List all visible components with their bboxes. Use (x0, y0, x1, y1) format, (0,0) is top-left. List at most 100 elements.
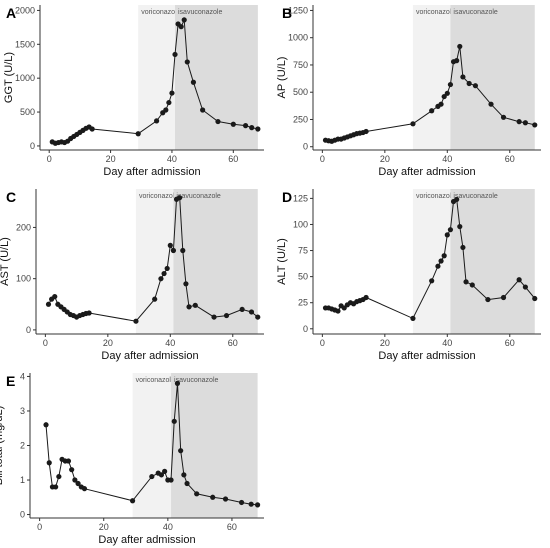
panel-letter: B (282, 5, 292, 21)
data-point (463, 279, 469, 285)
x-tick-label: 40 (167, 154, 177, 164)
data-point (190, 79, 197, 85)
data-point (460, 74, 466, 80)
y-tick-label: 50 (298, 272, 308, 282)
data-point (183, 281, 189, 287)
x-tick-label: 40 (163, 522, 173, 532)
data-point (168, 477, 174, 483)
y-tick-label: 500 (20, 107, 35, 117)
y-tick-label: 500 (293, 87, 308, 97)
data-point (174, 380, 181, 386)
isavuconazole-band (173, 189, 258, 334)
y-tick-label: 1500 (15, 39, 35, 49)
x-tick-label: 40 (442, 338, 452, 348)
data-point (170, 247, 177, 254)
isavuconazole-band-label: isavuconazole (176, 193, 220, 200)
data-point (500, 114, 507, 120)
data-point (242, 123, 249, 129)
data-point (200, 107, 206, 113)
x-tick-label: 0 (43, 338, 48, 348)
data-point (469, 282, 475, 288)
y-tick-label: 2 (20, 441, 25, 451)
data-point (184, 480, 190, 487)
data-point (485, 296, 491, 303)
data-point (248, 501, 254, 507)
data-point (192, 302, 198, 308)
data-point (441, 93, 447, 100)
data-point (215, 118, 221, 125)
data-point (532, 122, 538, 128)
data-point (89, 126, 95, 132)
x-tick-label: 20 (103, 338, 113, 348)
x-tick-label: 0 (320, 338, 325, 348)
y-tick-label: 0 (303, 324, 308, 334)
data-point (435, 263, 441, 269)
data-point (86, 310, 92, 316)
y-tick-label: 1000 (288, 33, 308, 43)
y-tick-label: 250 (293, 114, 308, 124)
data-point (488, 101, 494, 107)
data-point (158, 472, 165, 478)
voriconazole-band (135, 189, 174, 334)
data-point (162, 468, 168, 474)
x-tick-label: 60 (505, 338, 515, 348)
data-point (135, 131, 141, 137)
y-axis-title: GGT (U/L) (3, 52, 15, 103)
x-tick-label: 20 (380, 154, 390, 164)
x-tick-label: 0 (320, 154, 325, 164)
data-point (43, 422, 49, 428)
voriconazole-band-label: voriconazole (141, 9, 180, 16)
panel-letter: D (282, 189, 292, 205)
data-point (522, 120, 528, 126)
data-point (460, 244, 466, 251)
data-point (255, 314, 261, 320)
y-tick-label: 750 (293, 60, 308, 70)
voriconazole-band (412, 189, 451, 334)
data-point (149, 473, 155, 480)
data-point (178, 24, 184, 30)
data-point (184, 59, 190, 65)
y-tick-label: 0 (30, 141, 35, 151)
panel-e: voriconazole isavuconazole 0 20 40 60 0 1 2 3 4 Day… (0, 371, 264, 546)
data-point (429, 278, 435, 284)
isavuconazole-band (450, 189, 535, 334)
isavuconazole-band (171, 373, 258, 518)
data-point (239, 306, 245, 313)
data-point (230, 121, 236, 127)
y-tick-label: 125 (293, 193, 308, 203)
voriconazole-band-label: voriconazole (139, 193, 178, 200)
data-point (447, 227, 454, 233)
data-point (249, 125, 255, 131)
x-tick-label: 20 (380, 338, 390, 348)
x-tick-label: 60 (227, 522, 237, 532)
y-tick-label: 3 (20, 406, 25, 416)
data-point (167, 242, 173, 248)
data-point (457, 43, 463, 50)
data-point (129, 498, 136, 504)
data-point (158, 276, 164, 282)
data-point (255, 126, 261, 132)
y-tick-label: 0 (20, 510, 25, 520)
y-tick-label: 100 (293, 219, 308, 229)
data-point (133, 318, 139, 324)
x-axis-title: Day after admission (98, 534, 195, 546)
data-point (52, 293, 58, 300)
data-point (222, 496, 229, 502)
data-point (194, 491, 200, 497)
data-point (210, 494, 216, 500)
x-tick-label: 60 (505, 154, 515, 164)
data-point (178, 448, 184, 454)
data-point (72, 477, 78, 483)
data-point (444, 90, 450, 96)
data-point (56, 473, 62, 480)
data-point (181, 472, 187, 478)
y-tick-label: 100 (16, 274, 31, 284)
data-point (447, 81, 454, 88)
panel-letter: C (6, 189, 16, 205)
x-tick-label: 20 (106, 154, 116, 164)
data-point (472, 83, 479, 89)
data-point (238, 499, 245, 506)
voriconazole-band (138, 5, 176, 150)
